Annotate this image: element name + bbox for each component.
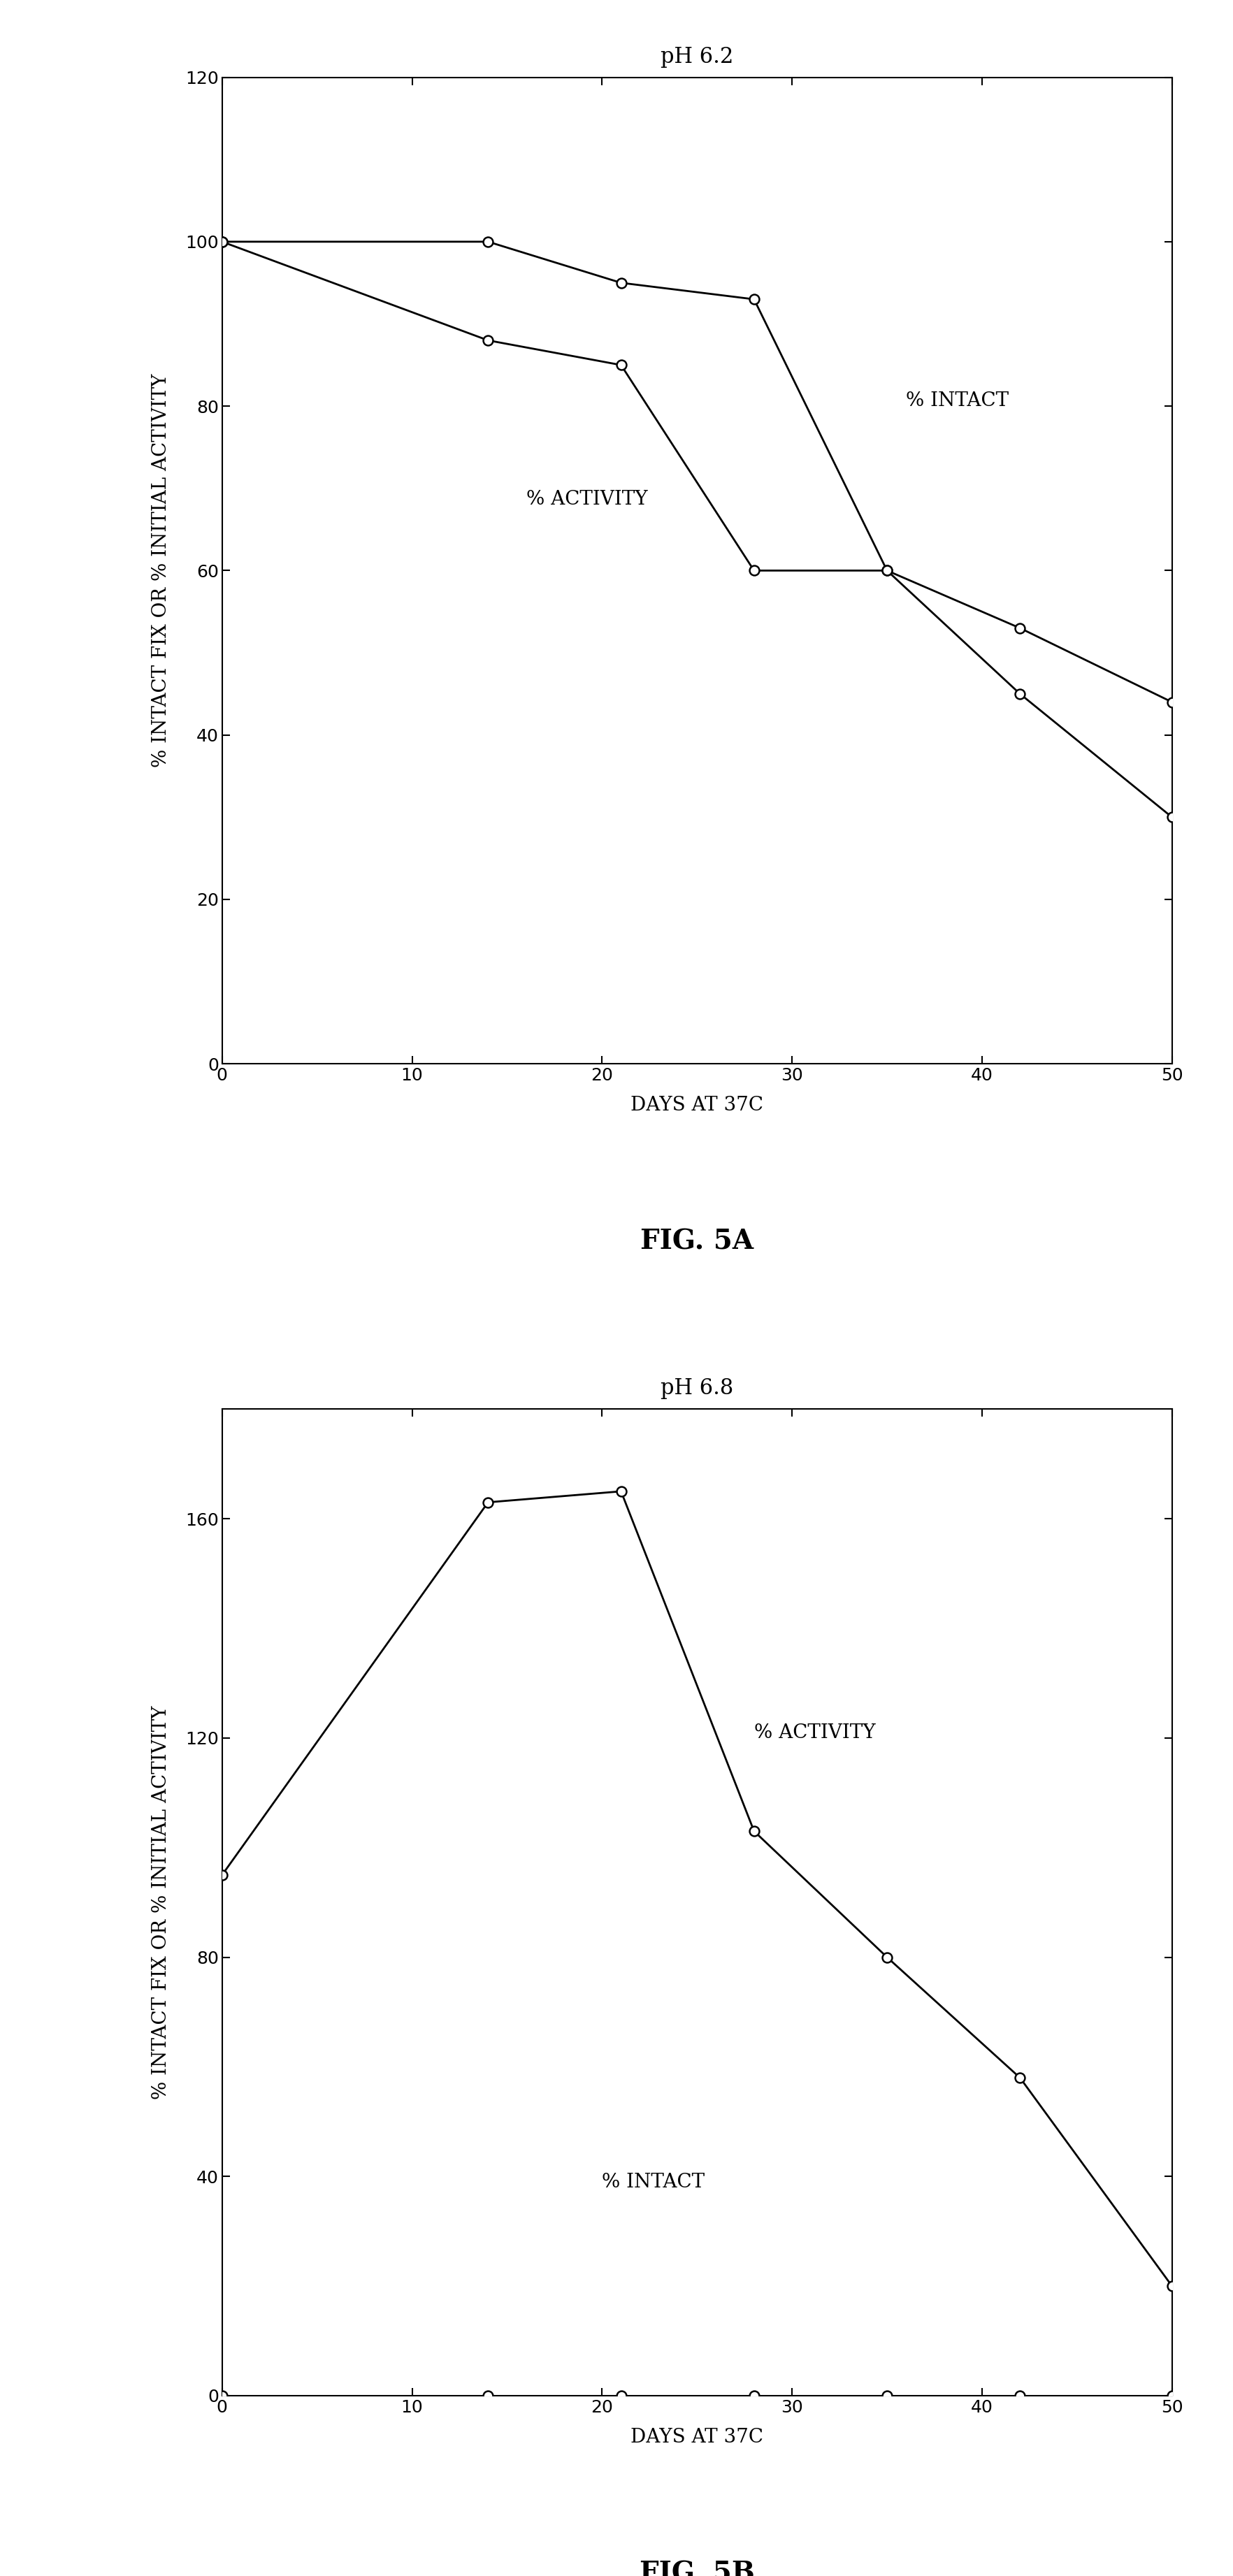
Text: % ACTIVITY: % ACTIVITY (525, 489, 647, 510)
Text: FIG. 5B: FIG. 5B (639, 2561, 755, 2576)
Y-axis label: % INTACT FIX OR % INITIAL ACTIVITY: % INTACT FIX OR % INITIAL ACTIVITY (152, 374, 170, 768)
Text: FIG. 5A: FIG. 5A (640, 1229, 753, 1255)
Title: pH 6.8: pH 6.8 (660, 1378, 734, 1399)
Text: % INTACT: % INTACT (905, 392, 1009, 410)
Text: % INTACT: % INTACT (602, 2172, 704, 2192)
Y-axis label: % INTACT FIX OR % INITIAL ACTIVITY: % INTACT FIX OR % INITIAL ACTIVITY (152, 1705, 170, 2099)
Text: % ACTIVITY: % ACTIVITY (753, 1723, 875, 1741)
X-axis label: DAYS AT 37C: DAYS AT 37C (630, 1095, 763, 1115)
Title: pH 6.2: pH 6.2 (660, 46, 734, 67)
X-axis label: DAYS AT 37C: DAYS AT 37C (630, 2427, 763, 2447)
